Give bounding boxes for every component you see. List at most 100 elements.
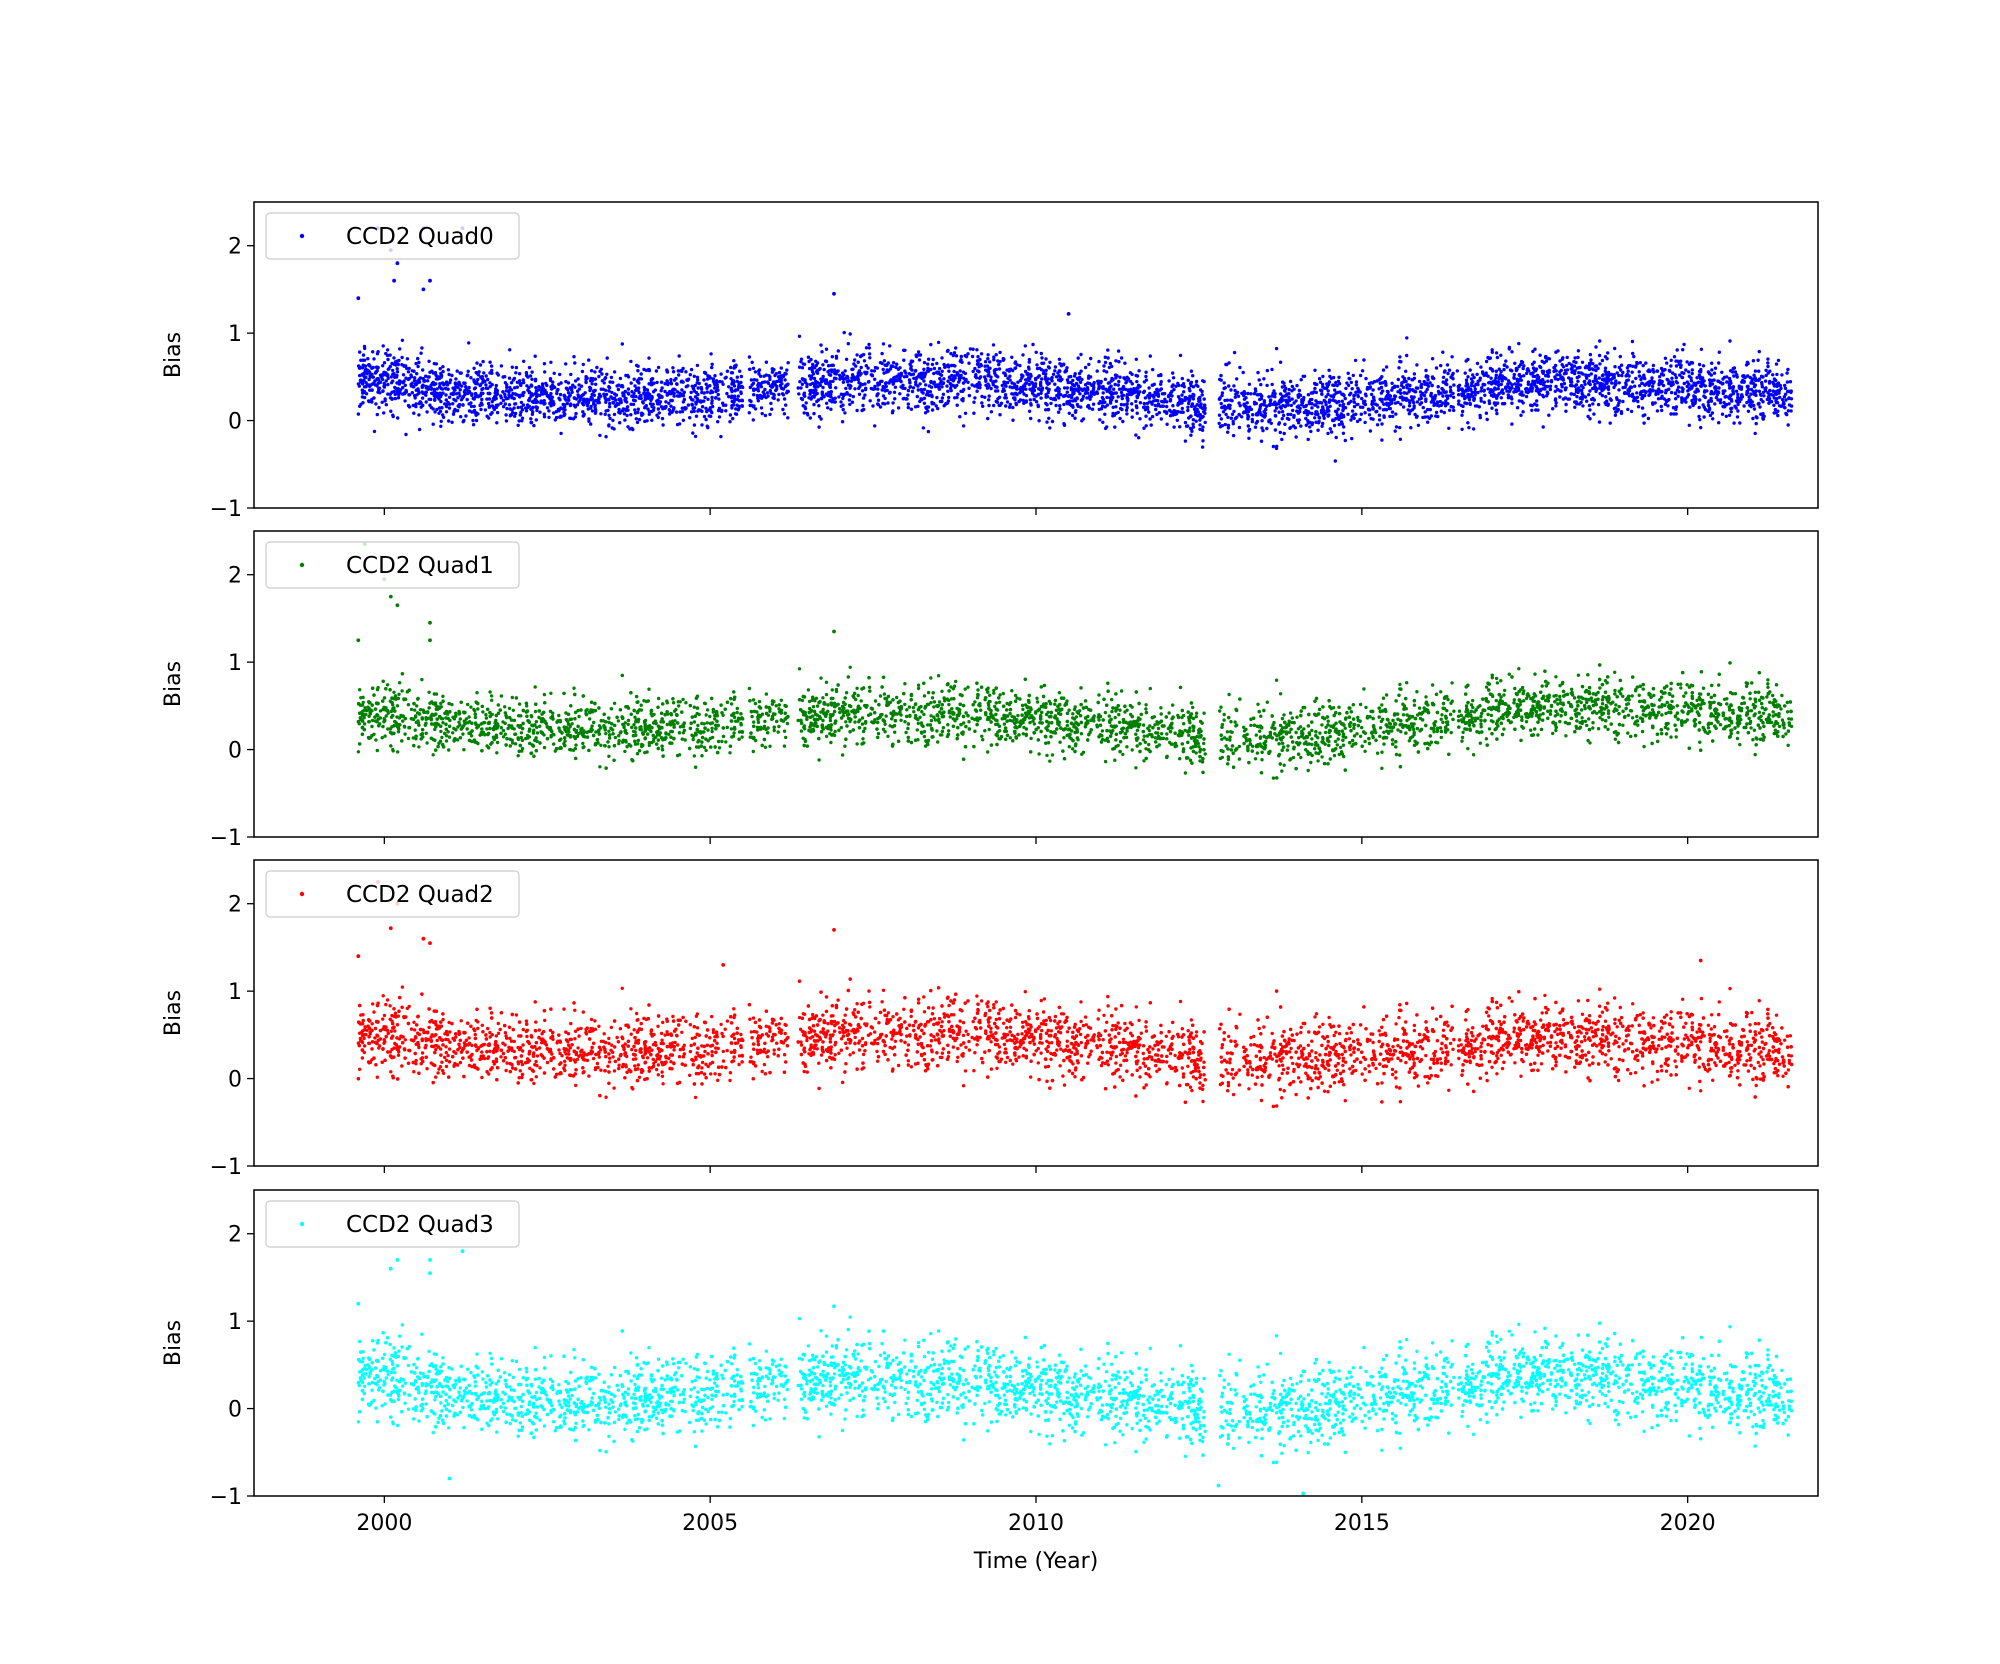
data-point <box>980 394 984 399</box>
data-point <box>732 366 736 370</box>
data-point <box>608 380 612 384</box>
data-point <box>548 394 553 399</box>
data-point <box>464 385 468 389</box>
data-point <box>566 381 571 385</box>
data-point <box>781 407 785 412</box>
data-point <box>837 395 841 399</box>
data-point <box>1464 388 1469 392</box>
data-point <box>784 372 788 376</box>
data-point <box>1432 395 1436 399</box>
data-point <box>517 419 521 423</box>
data-point <box>681 366 685 371</box>
data-point <box>1281 394 1285 398</box>
data-point <box>1733 404 1737 408</box>
data-point <box>966 352 970 356</box>
data-point <box>1752 373 1756 377</box>
data-point <box>1287 387 1291 392</box>
data-point <box>1350 387 1354 391</box>
data-point <box>1710 361 1714 365</box>
data-point <box>1764 368 1768 372</box>
data-point <box>1280 385 1285 389</box>
data-point <box>1145 401 1150 406</box>
data-point <box>891 364 895 369</box>
data-point <box>1328 404 1332 408</box>
data-point <box>986 416 990 421</box>
data-point <box>843 411 847 415</box>
data-point <box>731 381 735 385</box>
data-point <box>1138 401 1143 405</box>
data-point <box>492 395 497 399</box>
data-point <box>534 389 539 393</box>
data-point <box>1775 401 1780 405</box>
data-point <box>486 401 491 406</box>
data-point <box>831 379 835 383</box>
data-point <box>1152 382 1157 386</box>
data-point <box>1100 395 1105 400</box>
data-point <box>1439 363 1443 368</box>
data-point <box>737 406 741 410</box>
data-point <box>1559 382 1564 387</box>
data-point <box>1125 412 1129 416</box>
data-point <box>1425 387 1429 392</box>
data-point <box>1156 394 1161 398</box>
data-point <box>1749 387 1754 392</box>
data-point <box>1045 420 1049 424</box>
data-point <box>1753 431 1757 436</box>
data-point <box>406 403 411 408</box>
data-point <box>358 350 362 354</box>
data-point <box>1059 393 1063 397</box>
data-point <box>1377 413 1382 417</box>
data-point <box>1481 382 1486 386</box>
data-point <box>696 392 700 397</box>
data-point <box>1066 400 1070 404</box>
data-point <box>963 354 967 358</box>
data-point <box>1707 378 1712 382</box>
data-point <box>1382 414 1386 418</box>
data-point <box>1218 377 1222 382</box>
data-point <box>1121 384 1126 389</box>
data-point <box>1535 399 1539 403</box>
data-point <box>393 375 397 379</box>
data-point <box>1396 377 1401 382</box>
data-point <box>734 388 738 392</box>
data-point <box>921 391 925 395</box>
data-point <box>1556 377 1560 382</box>
data-point <box>1553 398 1558 402</box>
data-point <box>577 400 581 404</box>
data-point <box>1323 400 1328 404</box>
data-point <box>1327 380 1332 384</box>
data-point <box>607 385 611 389</box>
data-point <box>1039 391 1043 395</box>
data-point <box>1292 415 1296 419</box>
data-point <box>1446 371 1450 376</box>
data-point <box>1732 374 1736 378</box>
data-point <box>920 398 924 402</box>
data-point <box>1607 372 1611 376</box>
data-point <box>765 391 770 395</box>
data-point <box>1141 390 1146 395</box>
data-point <box>868 399 872 403</box>
data-point <box>1786 367 1790 372</box>
data-point <box>924 383 928 387</box>
data-point <box>670 391 675 395</box>
data-point <box>863 393 867 397</box>
data-point <box>617 407 621 412</box>
data-point <box>448 381 452 385</box>
data-point <box>1128 390 1132 394</box>
data-point <box>996 375 1000 379</box>
data-point <box>435 387 439 391</box>
data-point <box>484 383 488 387</box>
data-point <box>1387 393 1392 397</box>
data-point <box>584 380 588 384</box>
data-point <box>728 413 733 417</box>
data-point <box>1282 381 1286 385</box>
data-point <box>927 393 931 398</box>
data-point <box>1665 361 1669 365</box>
data-point <box>1554 384 1558 389</box>
data-point <box>418 376 423 380</box>
data-point <box>757 368 762 372</box>
data-point <box>1342 393 1346 398</box>
data-point <box>360 395 365 399</box>
data-point <box>1405 391 1409 395</box>
data-point <box>752 378 757 382</box>
